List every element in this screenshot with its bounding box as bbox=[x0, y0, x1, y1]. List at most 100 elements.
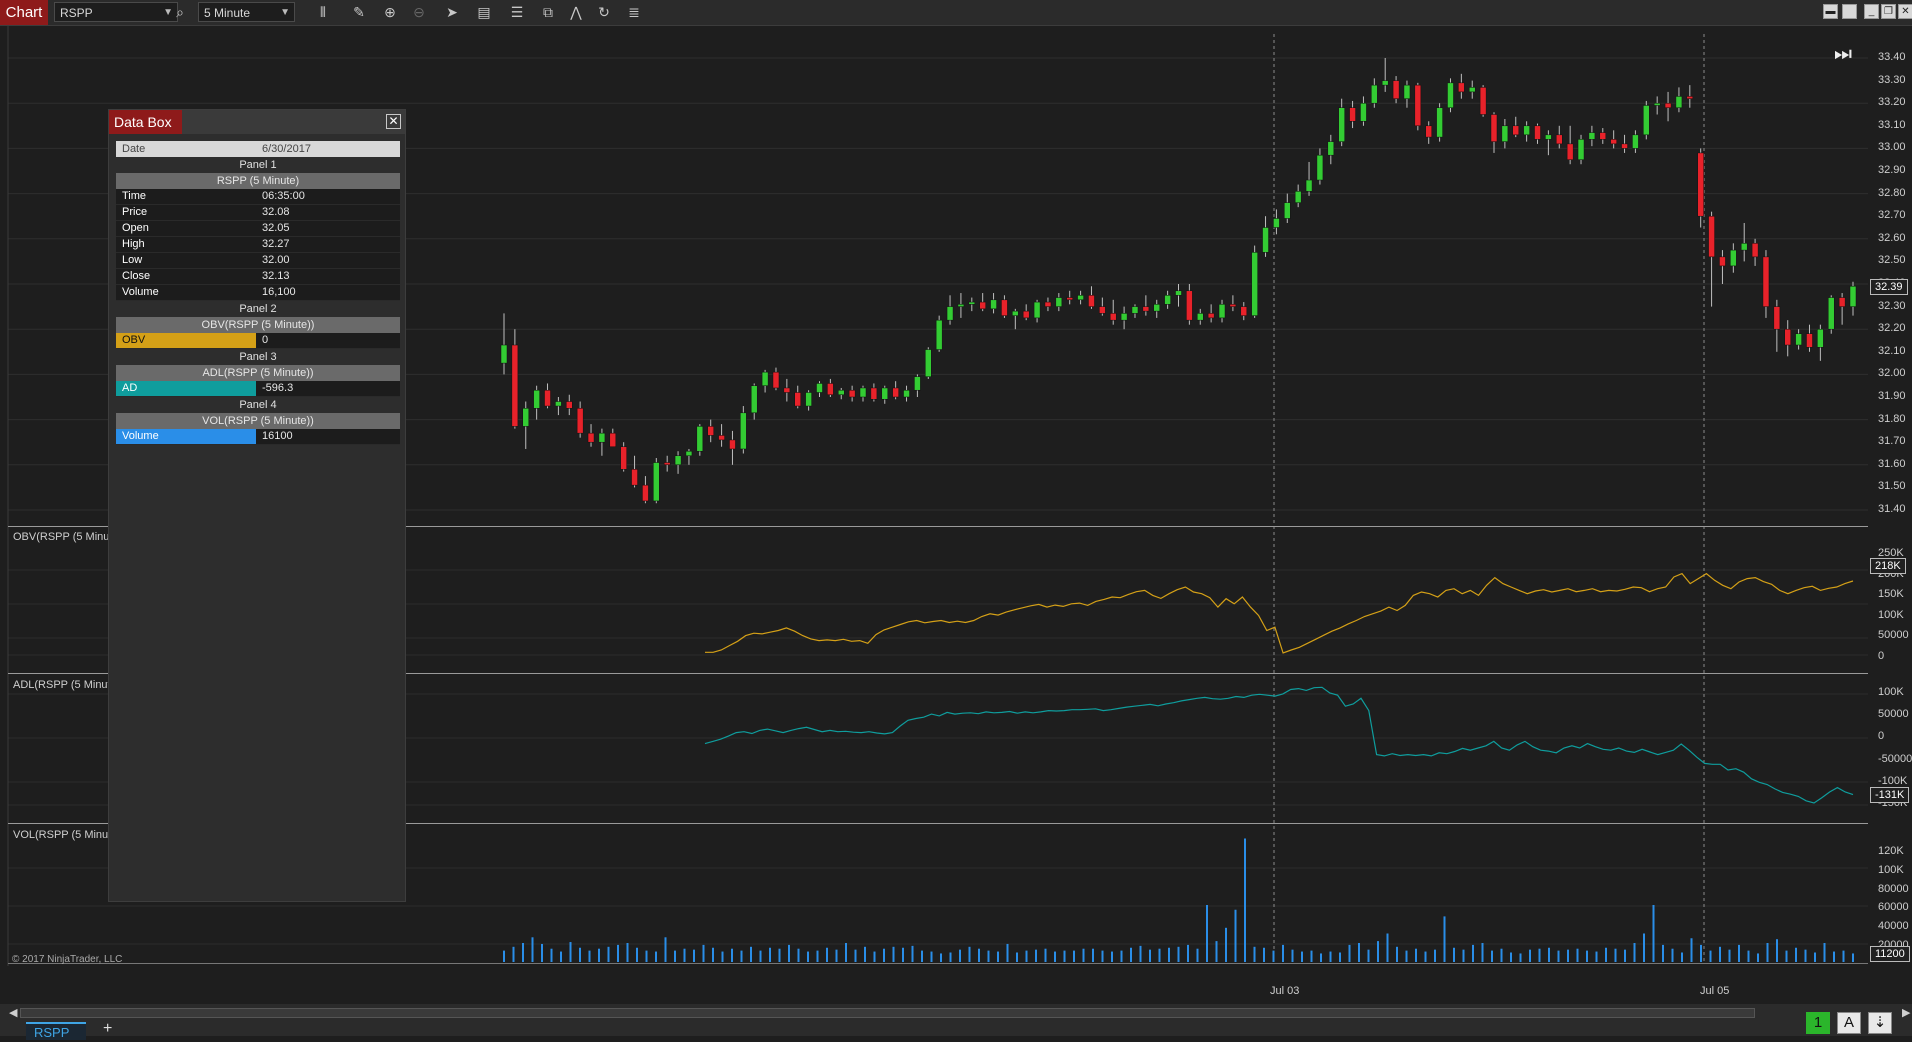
zoom-out-icon[interactable]: ⊖ bbox=[413, 4, 425, 20]
bar-type-icon[interactable]: ⫴ bbox=[320, 4, 326, 20]
candle-body bbox=[1806, 333, 1813, 348]
price-tick-label: 32.90 bbox=[1878, 164, 1906, 176]
volume-bar bbox=[1804, 949, 1807, 962]
volume-bar bbox=[1301, 951, 1303, 962]
ad-key: AD bbox=[116, 381, 256, 396]
candle-body bbox=[620, 446, 627, 470]
candle-body bbox=[1849, 286, 1857, 307]
add-tab-button[interactable]: + bbox=[103, 1020, 113, 1037]
horizontal-scrollbar[interactable] bbox=[20, 1008, 1755, 1018]
obv-tick-label: 150K bbox=[1878, 588, 1904, 601]
price-tick-label: 33.00 bbox=[1878, 141, 1906, 154]
candle-body bbox=[1577, 139, 1585, 160]
one-click-button[interactable]: 1 bbox=[1806, 1012, 1830, 1034]
volume-bar bbox=[731, 948, 733, 962]
data-box-header[interactable]: Data Box ✕ bbox=[109, 110, 405, 134]
volume-bar bbox=[1586, 950, 1588, 962]
search-icon[interactable]: ⌕ bbox=[176, 4, 184, 20]
candle-body bbox=[794, 392, 801, 407]
chevron-down-icon: ▼ bbox=[163, 7, 173, 18]
interval-selector[interactable]: 5 Minute ▼ bbox=[198, 2, 295, 22]
volume-bar bbox=[1814, 952, 1816, 962]
volume-bar bbox=[845, 943, 847, 962]
volume-bar bbox=[655, 951, 657, 962]
pointer-icon[interactable]: ➤ bbox=[446, 4, 458, 20]
close-icon[interactable]: ✕ bbox=[1898, 4, 1912, 19]
price-tick-label: 31.40 bbox=[1878, 503, 1906, 515]
candle-body bbox=[1827, 297, 1835, 330]
volume-bar bbox=[1282, 944, 1284, 962]
volume-bar bbox=[617, 944, 619, 962]
data-box-value: 32.05 bbox=[256, 221, 400, 236]
candle-body bbox=[1784, 328, 1791, 346]
volume-bar bbox=[1339, 952, 1341, 962]
maximize-icon[interactable]: ❐ bbox=[1881, 4, 1896, 19]
volume-bar bbox=[712, 947, 714, 962]
volume-bar bbox=[1263, 947, 1265, 962]
volume-bar bbox=[1719, 946, 1721, 962]
series-heading: ADL(RSPP (5 Minute)) bbox=[116, 365, 400, 381]
toolbar: Chart RSPP ▼ ⌕ 5 Minute ▼ ⫴ ✎ ⊕ ⊖ ➤ ▤ ☰ … bbox=[0, 0, 1912, 26]
candle-body bbox=[729, 439, 736, 450]
download-icon[interactable]: ⇣ bbox=[1868, 1012, 1892, 1034]
close-icon[interactable]: ✕ bbox=[386, 114, 401, 129]
candle-body bbox=[1131, 306, 1139, 314]
volume-bar bbox=[1728, 949, 1731, 962]
volume-bar bbox=[1681, 952, 1683, 962]
volume-bar bbox=[1614, 948, 1617, 962]
scroll-to-end-icon[interactable]: ⏭ bbox=[1834, 43, 1852, 65]
volume-bar bbox=[1405, 950, 1408, 962]
indicators-icon[interactable]: ⧉ bbox=[543, 4, 553, 20]
volume-bar bbox=[1082, 948, 1085, 962]
data-box-value: 06:35:00 bbox=[256, 189, 400, 204]
candle-body bbox=[1381, 80, 1389, 86]
candle-body bbox=[1817, 328, 1824, 348]
data-box-row: Close 32.13 bbox=[116, 269, 400, 285]
tab-rspp[interactable]: RSPP bbox=[26, 1022, 86, 1040]
restore-icon[interactable] bbox=[1842, 4, 1857, 19]
data-box[interactable]: Data Box ✕ Date 6/30/2017 Panel 1 RSPP (… bbox=[108, 109, 406, 902]
panel-separator[interactable] bbox=[8, 673, 1868, 674]
chevron-down-icon: ▼ bbox=[280, 7, 290, 18]
panel-separator[interactable] bbox=[8, 823, 1868, 824]
volume-bar bbox=[1538, 948, 1541, 962]
date-value: 6/30/2017 bbox=[262, 143, 311, 155]
drawing-tool-icon[interactable]: ⋀ bbox=[570, 4, 582, 20]
minimize-icon[interactable]: ▬ bbox=[1823, 4, 1838, 19]
volume-bar bbox=[1177, 946, 1180, 962]
date-label: Jul 03 bbox=[1270, 985, 1300, 997]
volume-bar bbox=[1168, 947, 1170, 962]
volume-key: Volume bbox=[116, 429, 256, 444]
panel-heading: Panel 2 bbox=[239, 303, 277, 315]
candle-body bbox=[979, 301, 986, 310]
volume-bar bbox=[531, 937, 534, 962]
chart-tab[interactable]: Chart bbox=[0, 0, 48, 25]
candle-body bbox=[772, 371, 780, 389]
volume-bar bbox=[541, 943, 543, 962]
minimize-button[interactable]: _ bbox=[1864, 4, 1879, 19]
volume-bar bbox=[769, 947, 771, 962]
candle-body bbox=[511, 344, 519, 427]
strategy-icon[interactable]: ☰ bbox=[510, 4, 524, 20]
candle-body bbox=[957, 304, 965, 307]
vol-tick-label: 120K bbox=[1878, 845, 1904, 857]
pencil-icon[interactable]: ✎ bbox=[353, 4, 365, 20]
price-tick-label: 32.70 bbox=[1878, 209, 1906, 222]
candle-body bbox=[1490, 114, 1498, 142]
volume-bar bbox=[1111, 951, 1113, 962]
candle-body bbox=[1327, 141, 1335, 156]
reload-icon[interactable]: ↻ bbox=[598, 4, 610, 20]
instrument-selector[interactable]: RSPP ▼ bbox=[54, 2, 178, 22]
properties-icon[interactable]: ▤ bbox=[477, 4, 491, 20]
zoom-in-icon[interactable]: ⊕ bbox=[384, 4, 396, 20]
volume-bar bbox=[864, 946, 866, 962]
volume-bar bbox=[674, 950, 676, 962]
list-icon[interactable]: ≣ bbox=[628, 4, 640, 20]
candle-body bbox=[1164, 295, 1171, 305]
candle-body bbox=[1109, 313, 1117, 321]
auto-scale-button[interactable]: A bbox=[1837, 1012, 1861, 1034]
scroll-left-icon[interactable]: ◀ bbox=[9, 1007, 18, 1019]
candle-body bbox=[750, 385, 758, 414]
scroll-right-icon[interactable]: ▶ bbox=[1902, 1007, 1911, 1019]
panel-separator[interactable] bbox=[8, 526, 1868, 527]
